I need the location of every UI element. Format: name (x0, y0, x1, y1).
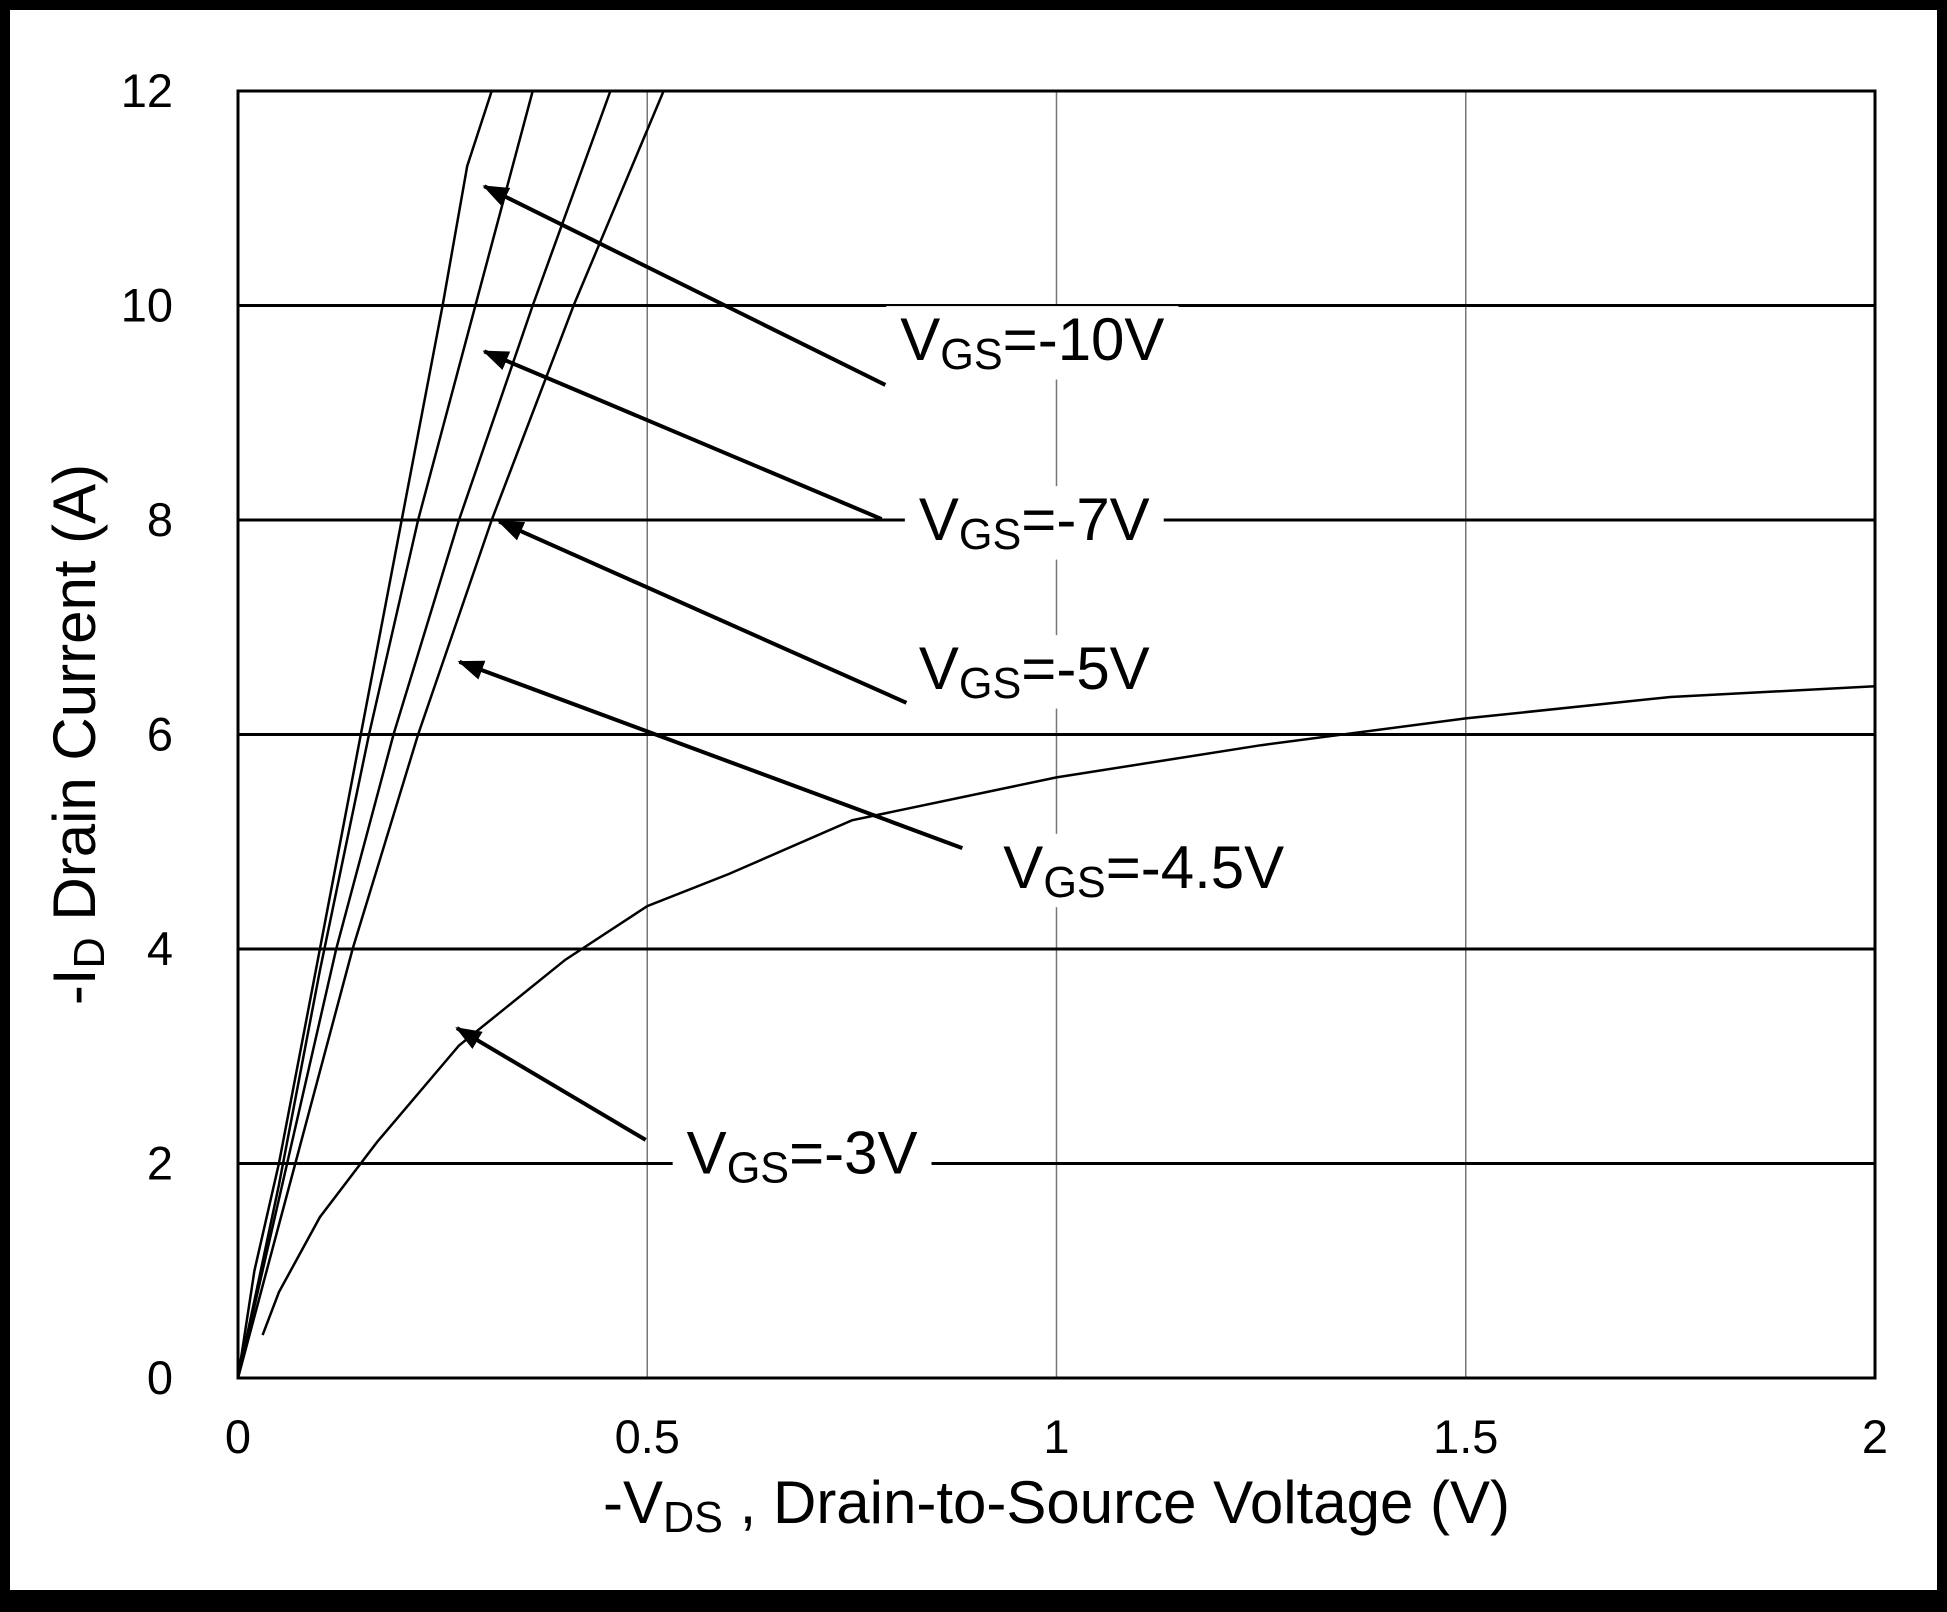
label-background (989, 833, 1299, 908)
x-axis-label: -VDS , Drain-to-Source Voltage (V) (603, 1469, 1510, 1542)
y-tick-label: 6 (147, 708, 173, 761)
plot-frame (236, 89, 1877, 1380)
y-tick-label: 4 (147, 922, 173, 975)
series-line (236, 90, 493, 1379)
y-axis-label: -ID Drain Current (A) (41, 464, 114, 1005)
label-background (904, 635, 1164, 709)
series-line (236, 90, 612, 1379)
y-tick-label: 0 (147, 1351, 173, 1404)
series-line (236, 90, 665, 1379)
x-tick-label: 2 (1862, 1410, 1888, 1463)
x-tick-label: 1.5 (1433, 1410, 1498, 1463)
series-label: VGS=-3V (687, 1119, 918, 1192)
series-line (261, 684, 1876, 1336)
x-tick-label: 1 (1043, 1410, 1069, 1463)
y-tick-label: 8 (147, 493, 173, 546)
series-label: VGS=-5V (919, 635, 1150, 708)
label-arrow (482, 349, 883, 521)
series-label: VGS=-7V (919, 486, 1150, 559)
series-label: VGS=-10V (900, 306, 1164, 379)
series-label: VGS=-4.5V (1003, 834, 1284, 907)
x-tick-label: 0.5 (615, 1410, 680, 1463)
label-background (672, 1119, 932, 1193)
series-line (236, 90, 534, 1379)
label-background (904, 486, 1164, 560)
label-arrow (497, 519, 908, 705)
label-arrow (455, 1026, 647, 1142)
label-arrow (457, 659, 964, 850)
chart-background (10, 10, 1937, 1590)
label-background (886, 306, 1179, 380)
y-tick-label: 2 (147, 1137, 173, 1190)
x-tick-label: 0 (225, 1410, 251, 1463)
label-arrow (482, 184, 887, 387)
y-tick-label: 12 (121, 64, 173, 117)
y-tick-label: 10 (121, 279, 173, 332)
